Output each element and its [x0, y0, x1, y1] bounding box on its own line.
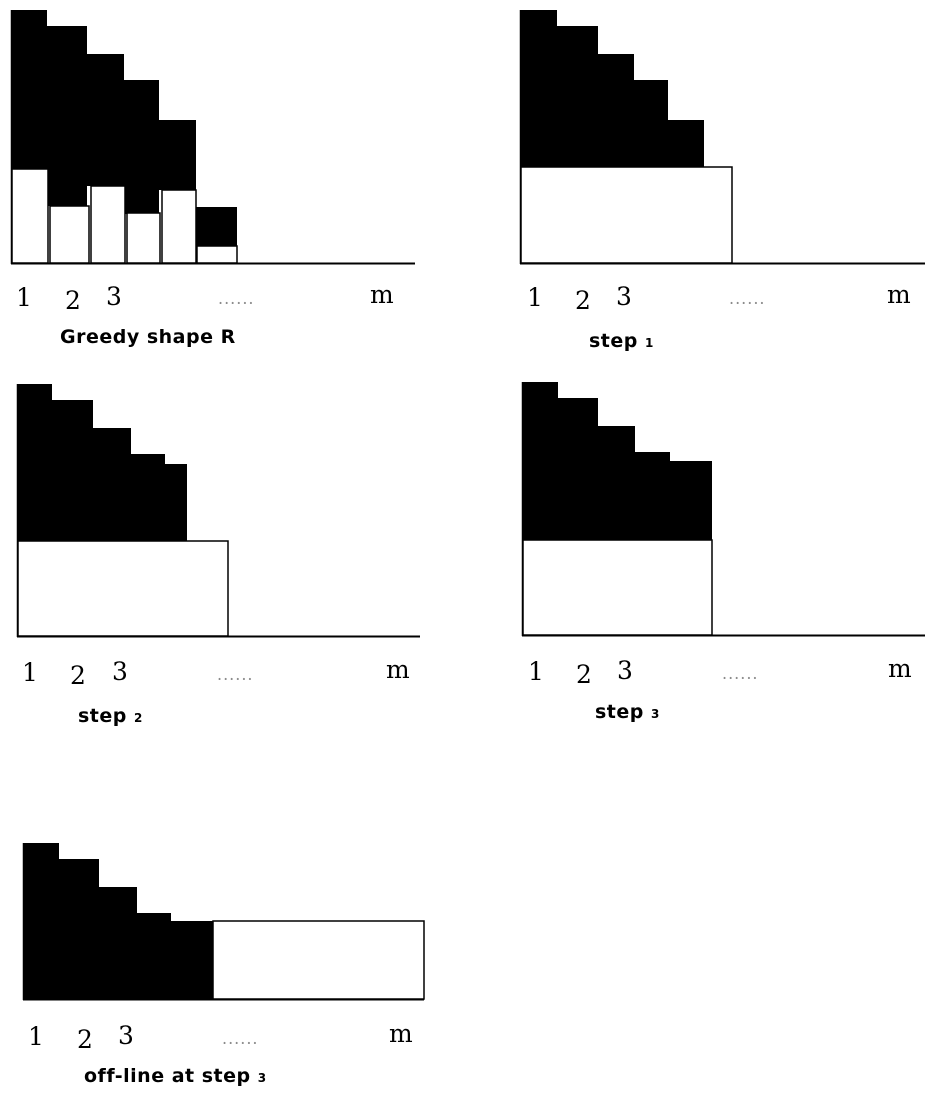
- axis-label-2: 2: [65, 286, 81, 315]
- axis-label-1: 1: [16, 283, 32, 312]
- panel-greedy-shape: 1 2 3 ...... m Greedy shape R: [0, 0, 460, 360]
- panel-step-1: 1 2 3 ...... m step 1: [505, 0, 927, 360]
- panel-step-2: 1 2 3 ...... m step 2: [0, 370, 460, 740]
- caption: Greedy shape R: [60, 326, 236, 348]
- axis-label-1: 1: [28, 1022, 44, 1051]
- white-bar: [126, 212, 161, 264]
- axis-label-2: 2: [576, 660, 592, 689]
- step-1-diagram: [519, 10, 925, 265]
- axis-label-1: 1: [527, 283, 543, 312]
- white-rectangle: [17, 540, 229, 637]
- axis-label-3: 3: [617, 656, 633, 685]
- black-block: [59, 859, 99, 1000]
- black-block: [24, 843, 59, 1000]
- axis-label-1: 1: [22, 658, 38, 687]
- black-block: [93, 428, 131, 542]
- black-block: [634, 80, 668, 168]
- axis-label-m: m: [887, 280, 911, 309]
- black-staircase: [523, 382, 712, 541]
- white-rectangle: [212, 920, 425, 1000]
- caption: step 2: [78, 705, 143, 727]
- white-rectangle: [520, 166, 733, 264]
- step-2-diagram: [16, 384, 420, 638]
- white-bars: [11, 168, 238, 264]
- black-block: [18, 384, 52, 542]
- black-block: [52, 400, 93, 542]
- caption: off-line at step 3: [84, 1065, 267, 1087]
- black-block: [99, 887, 137, 1000]
- black-block: [670, 461, 712, 541]
- axis-label-3: 3: [112, 657, 128, 686]
- white-rectangle: [522, 539, 713, 636]
- axis-label-m: m: [370, 280, 394, 309]
- white-bar: [49, 205, 90, 264]
- white-bar: [196, 245, 238, 264]
- axis-dots: ......: [222, 1029, 259, 1048]
- black-block: [137, 913, 171, 1000]
- caption: step 1: [589, 330, 654, 352]
- axis-label-3: 3: [106, 282, 122, 311]
- axis-label-1: 1: [528, 657, 544, 686]
- black-block: [196, 207, 237, 246]
- panel-offline-step-3: 1 2 3 ...... m off-line at step 3: [0, 830, 460, 1100]
- black-block: [165, 464, 187, 542]
- black-block: [47, 26, 87, 206]
- black-block: [124, 80, 159, 214]
- black-block: [159, 120, 196, 190]
- panel-step-3: 1 2 3 ...... m step 3: [505, 370, 927, 740]
- axis-label-m: m: [888, 654, 912, 683]
- black-block: [87, 54, 124, 186]
- axis-dots: ......: [218, 289, 255, 308]
- caption: step 3: [595, 701, 660, 723]
- black-block: [12, 10, 47, 170]
- axis-label-2: 2: [77, 1025, 93, 1054]
- step-3-diagram: [521, 382, 925, 637]
- black-block: [523, 382, 558, 541]
- axis-dots: ......: [729, 289, 766, 308]
- black-block: [558, 398, 598, 541]
- black-block: [598, 426, 635, 541]
- black-block: [521, 10, 557, 168]
- black-block: [131, 454, 165, 542]
- offline-diagram: [22, 843, 425, 1001]
- black-staircase: [12, 10, 237, 246]
- white-bar: [161, 189, 197, 264]
- black-block: [668, 120, 704, 168]
- axis-label-m: m: [389, 1019, 413, 1048]
- axis-dots: ......: [722, 664, 759, 683]
- black-staircase: [521, 10, 704, 168]
- axis-dots: ......: [217, 665, 254, 684]
- black-block: [598, 54, 634, 168]
- axis-label-2: 2: [575, 286, 591, 315]
- axis-label-2: 2: [70, 661, 86, 690]
- axis-label-3: 3: [118, 1021, 134, 1050]
- axis-label-3: 3: [616, 282, 632, 311]
- greedy-shape-diagram: [10, 10, 415, 265]
- black-block: [635, 452, 670, 541]
- black-staircase: [24, 843, 214, 1000]
- black-staircase: [18, 384, 187, 542]
- black-block: [171, 921, 214, 1000]
- axis-label-m: m: [386, 655, 410, 684]
- black-block: [557, 26, 598, 168]
- white-bar: [11, 168, 49, 264]
- white-bar: [90, 185, 126, 264]
